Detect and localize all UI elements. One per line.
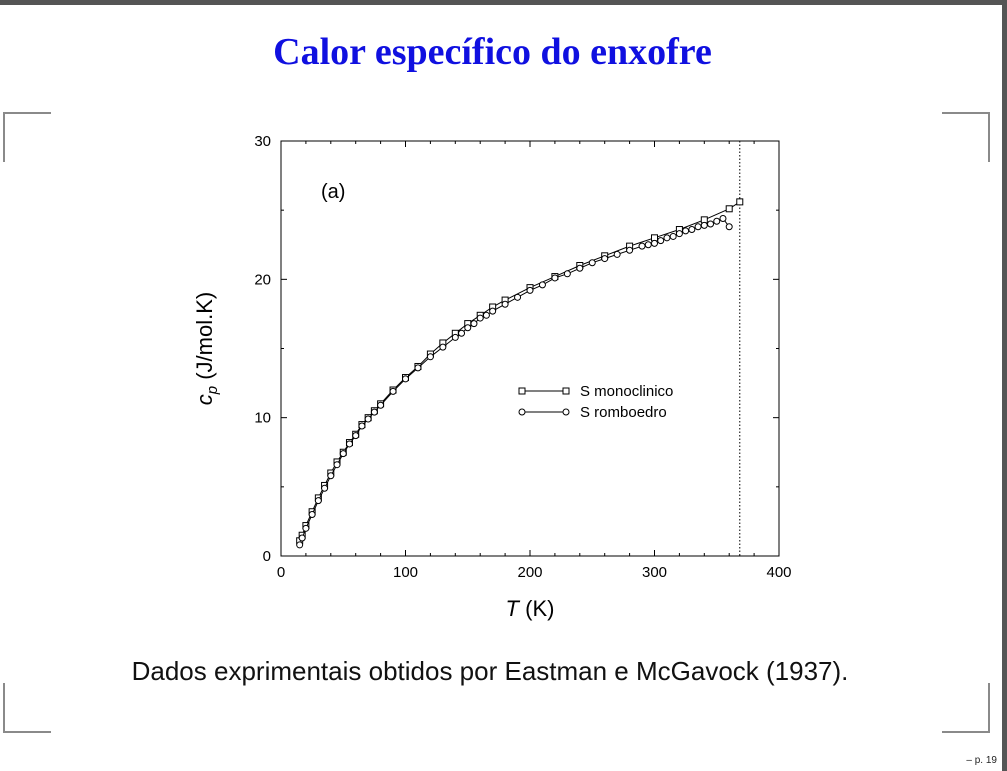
legend-label: S romboedro	[580, 404, 667, 421]
data-point	[725, 205, 733, 213]
data-point	[389, 387, 397, 395]
data-point	[345, 440, 353, 448]
data-point	[476, 314, 484, 322]
data-point	[688, 226, 696, 234]
data-point	[370, 408, 378, 416]
slide-title: Calor específico do enxofre	[273, 31, 712, 73]
page-number: – p. 19	[966, 755, 997, 766]
data-point	[707, 220, 715, 228]
data-point	[470, 320, 478, 328]
data-point	[526, 286, 534, 294]
top-border	[0, 0, 1007, 5]
data-point	[451, 333, 459, 341]
slide-caption: Dados exprimentais obtidos por Eastman e…	[131, 656, 849, 686]
data-point	[514, 293, 522, 301]
data-point	[657, 237, 665, 245]
data-point	[377, 401, 385, 409]
data-point	[563, 270, 571, 278]
data-point	[682, 227, 690, 235]
y-tick-label: 0	[263, 548, 271, 565]
data-point	[588, 259, 596, 267]
data-point	[644, 241, 652, 249]
data-point	[638, 242, 646, 250]
y-axis-label: cp (J/mol.K)	[192, 292, 221, 405]
data-point	[669, 232, 677, 240]
data-point	[458, 329, 466, 337]
data-point	[414, 364, 422, 372]
data-point	[663, 234, 671, 242]
data-point	[651, 239, 658, 247]
data-point	[298, 534, 306, 542]
data-point	[551, 274, 559, 282]
series-line	[299, 201, 741, 542]
data-point	[302, 524, 310, 532]
data-point	[327, 472, 335, 480]
data-point	[333, 461, 341, 469]
data-point	[339, 450, 347, 458]
svg-text:cp (J/mol.K): cp (J/mol.K)	[192, 292, 221, 405]
legend-marker	[562, 387, 570, 395]
frame-corner-top-left	[3, 112, 51, 162]
data-point	[489, 307, 497, 315]
frame-corner-bottom-right	[942, 683, 990, 733]
data-point	[439, 343, 447, 351]
legend-marker	[518, 408, 526, 416]
data-point	[308, 511, 316, 518]
data-point	[601, 255, 609, 263]
data-point	[700, 221, 708, 229]
data-point	[358, 422, 366, 430]
data-point	[296, 541, 304, 549]
y-tick-label: 10	[254, 410, 271, 427]
y-tick-label: 30	[254, 133, 271, 150]
panel-label: (a)	[321, 181, 345, 203]
data-point	[314, 497, 322, 505]
data-point	[321, 484, 329, 492]
data-point	[719, 214, 727, 222]
series-romboedro	[296, 214, 733, 549]
y-tick-label: 20	[254, 271, 271, 288]
data-point	[694, 223, 702, 231]
legend-marker	[562, 408, 570, 416]
data-point	[613, 250, 621, 258]
data-point	[736, 198, 744, 206]
data-point	[501, 300, 509, 308]
plot-frame	[280, 140, 780, 557]
data-point	[538, 281, 546, 289]
data-point	[675, 230, 683, 238]
data-point	[402, 375, 409, 383]
x-tick-label: 400	[766, 564, 791, 581]
x-axis-label: T (K)	[506, 596, 555, 621]
data-point	[713, 217, 721, 225]
data-point	[464, 324, 472, 332]
x-tick-label: 0	[277, 564, 285, 581]
x-tick-label: 200	[517, 564, 542, 581]
data-point	[576, 264, 584, 272]
legend-marker	[518, 387, 526, 395]
series-monoclinico	[296, 198, 744, 545]
data-point	[482, 311, 490, 319]
data-point	[725, 223, 733, 231]
legend: S monoclinico S romboedro	[518, 383, 673, 421]
data-point	[352, 432, 360, 440]
legend-label: S monoclinico	[580, 383, 673, 400]
x-tick-label: 300	[642, 564, 667, 581]
data-point	[626, 246, 634, 254]
series-line	[299, 217, 730, 546]
data-point	[364, 415, 372, 423]
x-tick-label: 100	[393, 564, 418, 581]
frame-corner-top-right	[942, 112, 990, 162]
data-point	[426, 353, 434, 361]
frame-corner-bottom-left	[3, 683, 51, 733]
right-border	[1002, 0, 1007, 771]
